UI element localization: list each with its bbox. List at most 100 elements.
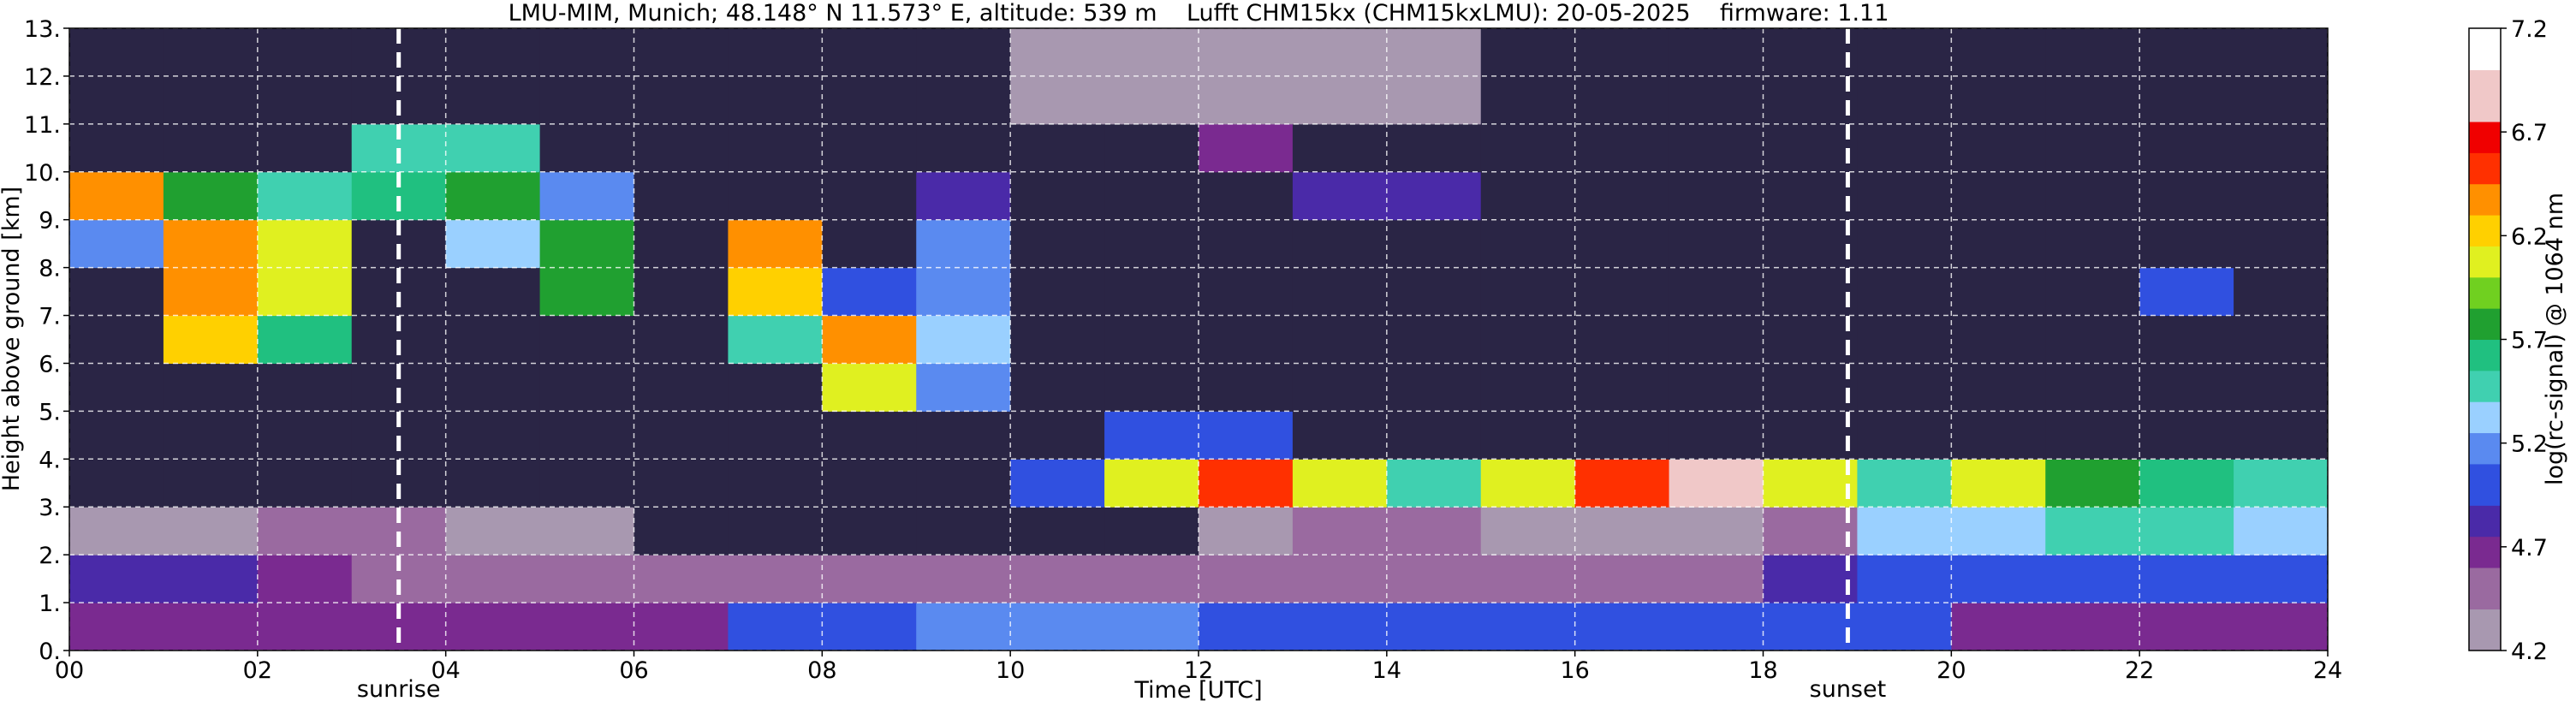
- heatmap-cell: [634, 603, 729, 651]
- heatmap-cell: [445, 459, 541, 508]
- heatmap-cell: [257, 555, 353, 603]
- heatmap-cell: [1574, 219, 1670, 269]
- heatmap-cell: [2045, 459, 2140, 508]
- heatmap-cell: [1480, 267, 1576, 317]
- heatmap-cell: [728, 603, 823, 651]
- heatmap-cell: [1104, 171, 1199, 221]
- heatmap-cell: [728, 219, 823, 269]
- heatmap-cell: [257, 363, 353, 412]
- heatmap-cell: [1292, 123, 1388, 173]
- heatmap-cell: [728, 171, 823, 221]
- heatmap-cell: [2139, 603, 2234, 651]
- heatmap-cell: [1199, 171, 1294, 221]
- heatmap-cell: [69, 75, 164, 125]
- colorbar-band: [2469, 246, 2501, 278]
- heatmap-cell: [1669, 555, 1764, 603]
- y-tick-label: 9.: [39, 208, 61, 235]
- heatmap-cell: [1386, 411, 1482, 460]
- heatmap-cell: [539, 507, 634, 556]
- heatmap-cell: [1951, 315, 2046, 364]
- heatmap-cell: [1857, 123, 1952, 173]
- colorbar-band: [2469, 215, 2501, 247]
- heatmap-cell: [2045, 28, 2140, 77]
- heatmap-cell: [634, 555, 729, 603]
- heatmap-cell: [1010, 75, 1105, 125]
- heatmap-cell: [1292, 171, 1388, 221]
- heatmap-cell: [1951, 219, 2046, 269]
- heatmap-cell: [1480, 315, 1576, 364]
- heatmap-cell: [1199, 219, 1294, 269]
- colorbar-tick-label: 5.7: [2511, 328, 2548, 354]
- heatmap-cell: [1480, 459, 1576, 508]
- heatmap-cell: [1763, 459, 1858, 508]
- heatmap-cell: [257, 411, 353, 460]
- heatmap-cell: [1386, 123, 1482, 173]
- heatmap-cell: [1386, 603, 1482, 651]
- heatmap-cell: [916, 171, 1011, 221]
- heatmap-cell: [1386, 507, 1482, 556]
- heatmap-cell: [69, 411, 164, 460]
- heatmap-cell: [69, 219, 164, 269]
- heatmap-cell: [163, 555, 259, 603]
- heatmap-cell: [163, 171, 259, 221]
- heatmap-cell: [728, 315, 823, 364]
- heatmap-cell: [2234, 603, 2329, 651]
- heatmap-cell: [1857, 363, 1952, 412]
- heatmap-cell: [1386, 363, 1482, 412]
- heatmap-cell: [1763, 219, 1858, 269]
- heatmap-cell: [1010, 28, 1105, 77]
- heatmap-cell: [634, 363, 729, 412]
- heatmap-cell: [445, 171, 541, 221]
- x-tick-label: 20: [1936, 657, 1966, 684]
- heatmap-cell: [2139, 171, 2234, 221]
- heatmap-cell: [728, 363, 823, 412]
- heatmap-cell: [1386, 171, 1482, 221]
- y-axis-label: Height above ground [km]: [0, 187, 25, 491]
- colorbar-band: [2469, 463, 2501, 506]
- x-tick-label: 16: [1560, 657, 1589, 684]
- heatmap-cell: [1574, 603, 1670, 651]
- heatmap-cell: [2139, 555, 2234, 603]
- y-tick-label: 13.: [24, 16, 61, 43]
- heatmap-cell: [539, 459, 634, 508]
- heatmap-cell: [1857, 555, 1952, 603]
- heatmap-cell: [1951, 363, 2046, 412]
- heatmap-cell: [2139, 363, 2234, 412]
- heatmap-cell: [2139, 267, 2234, 317]
- heatmap-cell: [916, 507, 1011, 556]
- heatmap-cell: [539, 267, 634, 317]
- heatmap-cell: [1104, 507, 1199, 556]
- heatmap-cell: [1292, 267, 1388, 317]
- heatmap-cell: [916, 219, 1011, 269]
- x-tick-label: 24: [2313, 657, 2342, 684]
- y-tick-label: 11.: [24, 112, 61, 139]
- heatmap-cell: [1763, 315, 1858, 364]
- heatmap-cell: [1951, 171, 2046, 221]
- heatmap-cell: [1386, 459, 1482, 508]
- heatmap-cell: [1857, 459, 1952, 508]
- event-label: sunrise: [357, 676, 441, 703]
- heatmap-cell: [1574, 363, 1670, 412]
- colorbar-tick-label: 6.7: [2511, 120, 2548, 146]
- heatmap-cell: [1010, 267, 1105, 317]
- heatmap-cell: [2045, 75, 2140, 125]
- heatmap-cell: [69, 171, 164, 221]
- heatmap-cell: [1951, 267, 2046, 317]
- heatmap-cell: [1763, 363, 1858, 412]
- heatmap-cell: [445, 555, 541, 603]
- y-tick-label: 3.: [39, 495, 61, 521]
- heatmap-cell: [1574, 555, 1670, 603]
- heatmap-cell: [1857, 28, 1952, 77]
- heatmap-cell: [1763, 411, 1858, 460]
- heatmap-cell: [1480, 363, 1576, 412]
- y-tick-label: 10.: [24, 160, 61, 187]
- heatmap-cell: [2234, 555, 2329, 603]
- colorbar-band: [2469, 370, 2501, 402]
- heatmap-cell: [822, 171, 917, 221]
- heatmap-cell: [1104, 315, 1199, 364]
- colorbar-band: [2469, 152, 2501, 185]
- heatmap-cell: [163, 363, 259, 412]
- heatmap-cell: [1951, 411, 2046, 460]
- chart-title: LMU-MIM, Munich; 48.148° N 11.573° E, al…: [509, 0, 1889, 27]
